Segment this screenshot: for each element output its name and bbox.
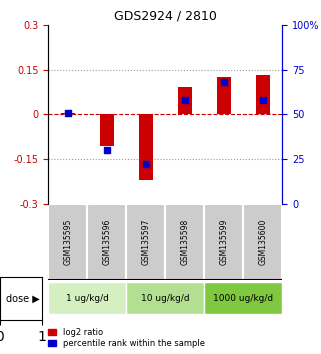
Point bbox=[182, 97, 187, 103]
FancyBboxPatch shape bbox=[126, 204, 165, 280]
Bar bbox=[139, 114, 152, 180]
Text: GSM135595: GSM135595 bbox=[63, 219, 72, 265]
Point bbox=[104, 147, 109, 153]
Text: GSM135597: GSM135597 bbox=[141, 219, 150, 265]
Text: GSM135600: GSM135600 bbox=[258, 219, 267, 265]
Point bbox=[221, 79, 226, 85]
Bar bbox=[61, 113, 74, 114]
Text: dose ▶: dose ▶ bbox=[6, 293, 40, 303]
Bar bbox=[217, 77, 231, 114]
Bar bbox=[100, 114, 114, 145]
Point bbox=[65, 110, 70, 116]
Point bbox=[260, 97, 265, 103]
FancyBboxPatch shape bbox=[126, 282, 204, 314]
FancyBboxPatch shape bbox=[204, 204, 243, 280]
FancyBboxPatch shape bbox=[48, 282, 126, 314]
Text: 1 ug/kg/d: 1 ug/kg/d bbox=[66, 294, 108, 303]
Point bbox=[143, 161, 148, 167]
FancyBboxPatch shape bbox=[204, 282, 282, 314]
Bar bbox=[178, 87, 192, 114]
Title: GDS2924 / 2810: GDS2924 / 2810 bbox=[114, 9, 217, 22]
Text: 1000 ug/kg/d: 1000 ug/kg/d bbox=[213, 294, 273, 303]
Legend: log2 ratio, percentile rank within the sample: log2 ratio, percentile rank within the s… bbox=[46, 326, 206, 350]
Text: GSM135598: GSM135598 bbox=[180, 219, 189, 265]
Text: GSM135596: GSM135596 bbox=[102, 219, 111, 265]
FancyBboxPatch shape bbox=[243, 204, 282, 280]
Bar bbox=[256, 75, 270, 114]
FancyBboxPatch shape bbox=[87, 204, 126, 280]
Text: GSM135599: GSM135599 bbox=[219, 219, 229, 265]
FancyBboxPatch shape bbox=[165, 204, 204, 280]
Text: 10 ug/kg/d: 10 ug/kg/d bbox=[141, 294, 190, 303]
FancyBboxPatch shape bbox=[48, 204, 87, 280]
